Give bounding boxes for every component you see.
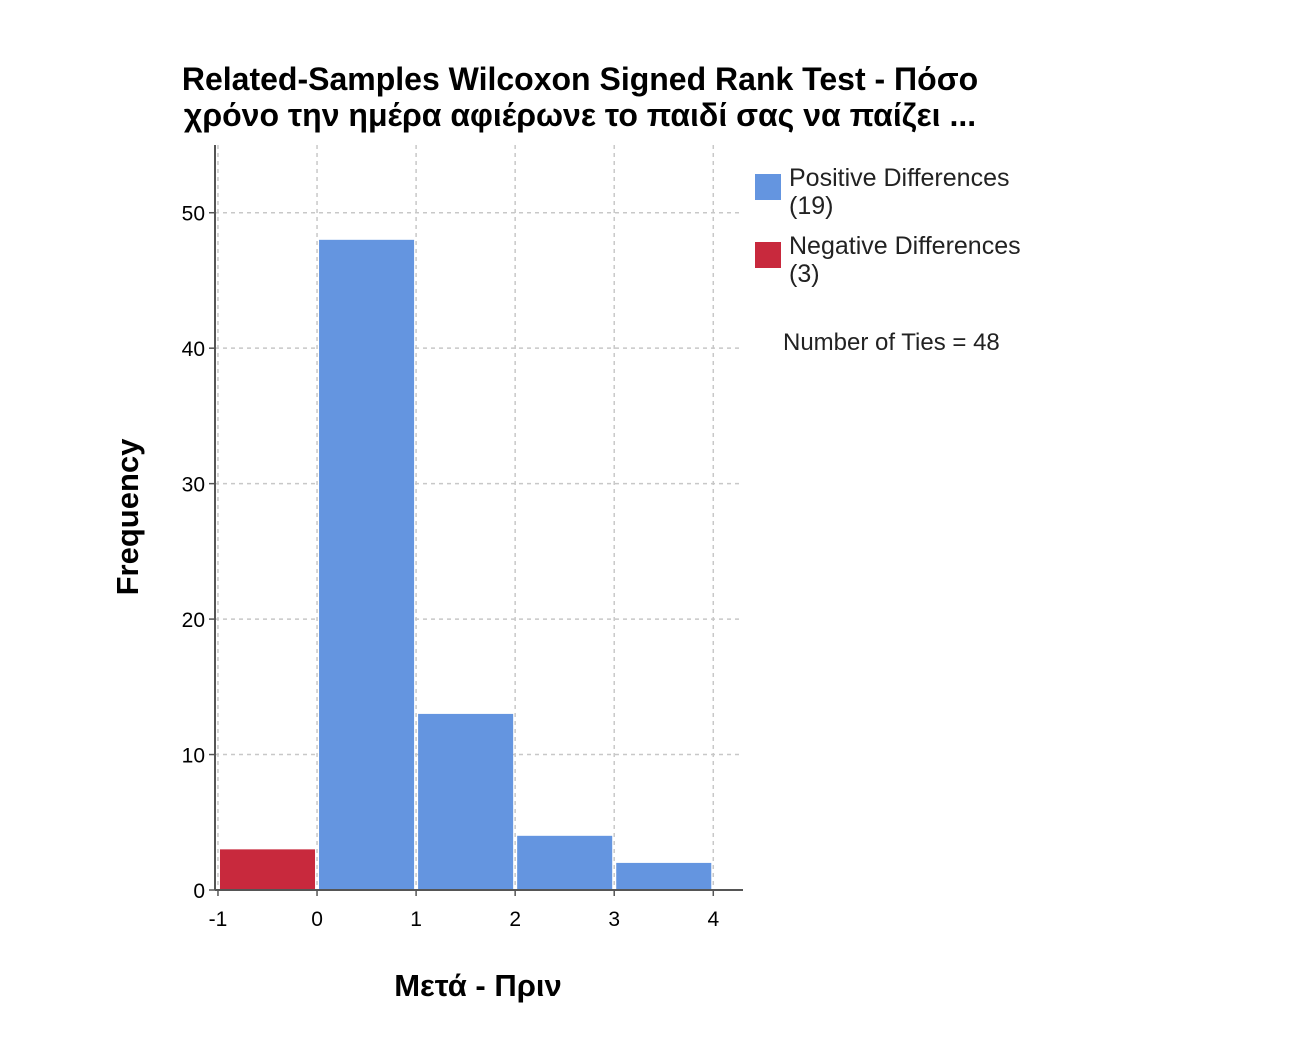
x-axis-title: Μετά - Πριν [394,968,562,1003]
y-tick-label-4: 40 [182,338,205,361]
x-tick-label-3: 2 [509,908,521,931]
y-tick-label-5: 50 [182,203,205,226]
axes [209,145,743,896]
gridlines [215,145,743,890]
y-tick-label-0: 0 [193,880,205,903]
bar-positive-2 [517,835,613,890]
x-tick-label-4: 3 [608,908,620,931]
legend-count-negative: (3) [789,260,820,288]
y-tick-labels: 0 10 20 30 40 50 [182,203,205,903]
bars [219,239,712,890]
y-tick-label-2: 20 [182,609,205,632]
bar-negative-0 [219,849,316,890]
legend-label-negative: Negative Differences [789,232,1021,260]
legend-count-positive: (19) [789,192,833,220]
chart-title-line-2: χρόνο την ημέρα αφιέρωνε το παιδί σας να… [184,97,976,133]
bar-positive-0 [319,239,415,890]
legend-label-positive: Positive Differences [789,164,1009,192]
legend: Positive Differences (19) Negative Diffe… [755,164,1021,288]
y-tick-label-1: 10 [182,745,205,768]
x-tick-label-1: 0 [311,908,323,931]
x-tick-labels: -1 0 1 2 3 4 [209,908,720,931]
legend-swatch-positive [755,174,781,200]
x-tick-label-2: 1 [410,908,422,931]
y-tick-label-3: 30 [182,474,205,497]
chart-title-line-1: Related-Samples Wilcoxon Signed Rank Tes… [182,61,978,97]
legend-swatch-negative [755,242,781,268]
x-tick-label-0: -1 [209,908,228,931]
ties-note: Number of Ties = 48 [783,329,1000,356]
y-axis-title: Frequency [110,438,145,596]
x-tick-label-5: 4 [707,908,719,931]
bar-positive-3 [616,862,712,890]
bar-positive-1 [418,713,514,890]
